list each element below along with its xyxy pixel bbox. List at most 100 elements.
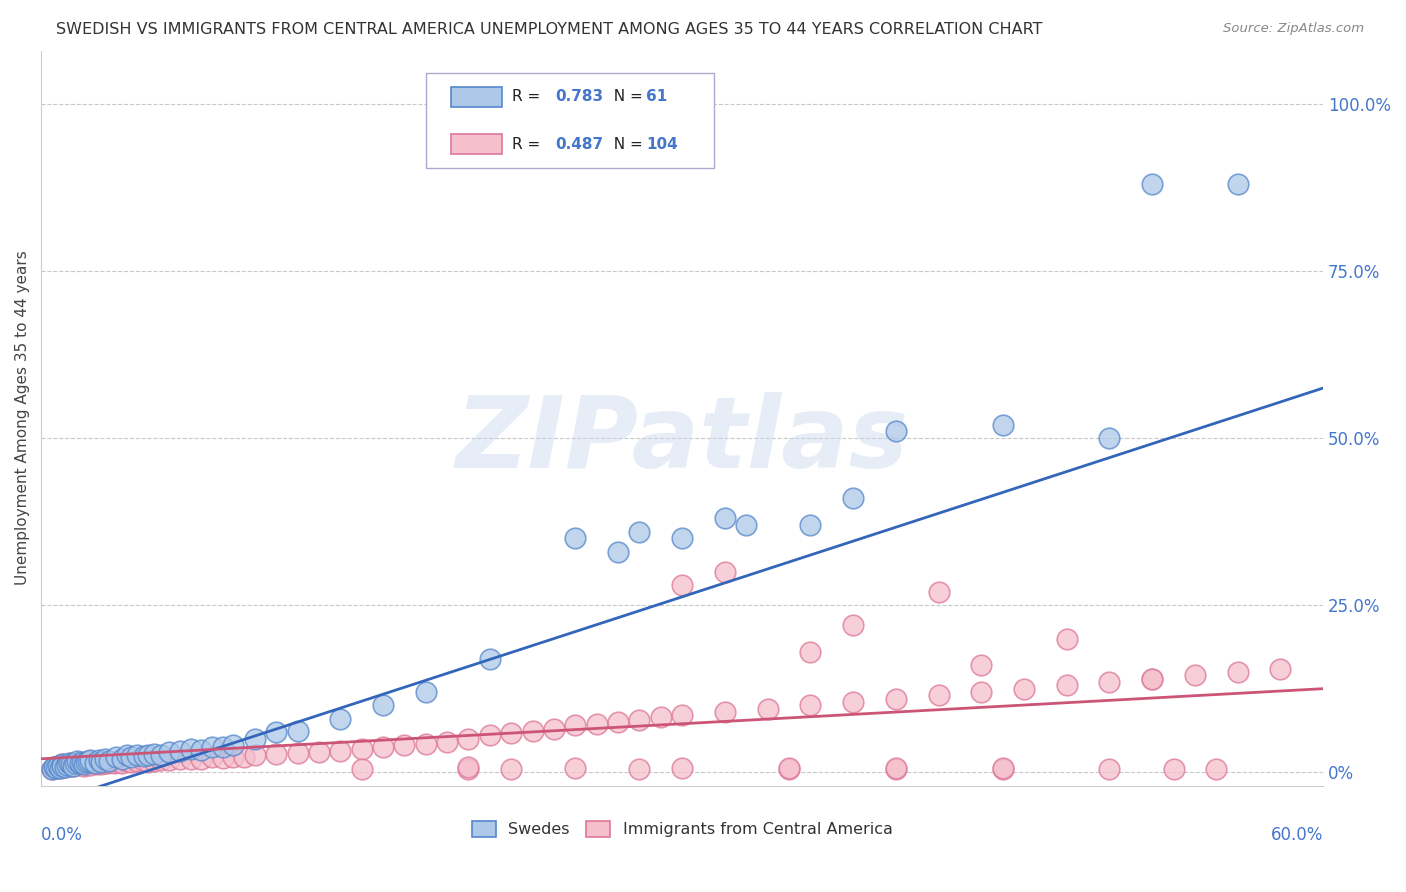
Point	[127, 748, 149, 763]
Point	[501, 726, 523, 740]
Point	[143, 754, 166, 768]
Point	[87, 756, 110, 770]
Point	[991, 761, 1014, 775]
Point	[45, 761, 67, 775]
Point	[884, 762, 907, 776]
Point	[1226, 665, 1249, 679]
Point	[628, 713, 651, 727]
Point	[714, 565, 737, 579]
Point	[115, 748, 138, 763]
Point	[222, 749, 245, 764]
Point	[42, 760, 65, 774]
Point	[69, 757, 91, 772]
Point	[55, 757, 77, 772]
Point	[120, 755, 142, 769]
Point	[49, 761, 72, 775]
Point	[799, 518, 821, 533]
Point	[991, 762, 1014, 776]
Point	[53, 760, 76, 774]
Text: N =: N =	[605, 136, 643, 152]
Point	[799, 698, 821, 713]
Point	[77, 755, 100, 769]
Point	[233, 750, 256, 764]
Point	[46, 758, 69, 772]
Point	[222, 739, 245, 753]
Point	[49, 760, 72, 774]
Point	[457, 760, 479, 774]
Point	[457, 762, 479, 776]
Point	[607, 545, 630, 559]
Point	[329, 744, 352, 758]
Point	[650, 710, 672, 724]
Point	[149, 748, 172, 763]
Point	[1270, 662, 1292, 676]
Point	[287, 747, 309, 761]
Text: R =: R =	[512, 136, 546, 152]
Point	[169, 752, 191, 766]
Point	[436, 735, 458, 749]
Text: ZIPatlas: ZIPatlas	[456, 392, 908, 489]
Point	[86, 757, 108, 772]
Point	[211, 751, 233, 765]
Point	[842, 491, 865, 506]
Point	[1098, 762, 1121, 776]
Point	[94, 752, 117, 766]
Point	[1012, 681, 1035, 696]
Legend: Swedes, Immigrants from Central America: Swedes, Immigrants from Central America	[465, 814, 898, 844]
Point	[136, 748, 159, 763]
Point	[51, 759, 73, 773]
Point	[884, 425, 907, 439]
Point	[42, 760, 65, 774]
Point	[714, 511, 737, 525]
Point	[79, 753, 101, 767]
Point	[51, 758, 73, 772]
Point	[1056, 678, 1078, 692]
Text: 0.0%: 0.0%	[41, 826, 83, 844]
Point	[70, 756, 93, 771]
Point	[478, 651, 501, 665]
Point	[94, 756, 117, 770]
Point	[69, 756, 91, 771]
Point	[308, 745, 330, 759]
Point	[628, 762, 651, 776]
Point	[564, 532, 586, 546]
Point	[77, 756, 100, 770]
Point	[45, 760, 67, 774]
Point	[111, 756, 134, 770]
Point	[41, 762, 63, 776]
Point	[350, 762, 373, 776]
Point	[329, 712, 352, 726]
Point	[65, 756, 87, 770]
Point	[73, 757, 96, 772]
Point	[1140, 672, 1163, 686]
Point	[90, 755, 112, 769]
Text: 61: 61	[647, 89, 668, 104]
Point	[60, 756, 83, 771]
Point	[83, 756, 105, 770]
Point	[371, 698, 394, 713]
Point	[87, 753, 110, 767]
FancyBboxPatch shape	[451, 135, 502, 153]
Point	[136, 755, 159, 769]
Point	[564, 718, 586, 732]
Point	[756, 702, 779, 716]
Point	[415, 737, 437, 751]
Point	[73, 758, 96, 772]
Point	[190, 743, 212, 757]
Point	[1205, 762, 1227, 776]
Text: R =: R =	[512, 89, 546, 104]
Point	[51, 757, 73, 772]
Point	[778, 760, 800, 774]
Point	[62, 758, 84, 772]
Point	[1163, 762, 1185, 776]
Point	[98, 754, 121, 768]
Point	[671, 708, 693, 723]
Point	[671, 578, 693, 592]
Point	[970, 685, 993, 699]
Point	[157, 753, 180, 767]
Point	[62, 758, 84, 772]
Point	[457, 731, 479, 746]
Point	[671, 532, 693, 546]
Point	[169, 744, 191, 758]
Point	[65, 757, 87, 772]
